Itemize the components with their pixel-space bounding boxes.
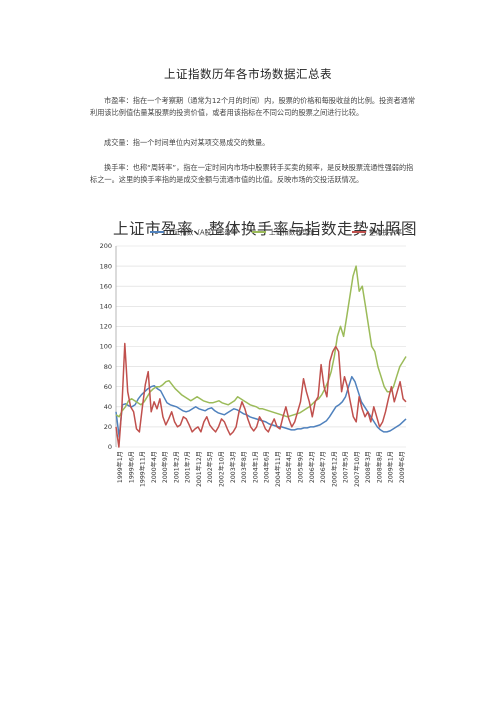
- x-tick-label: 2000年9月: [161, 451, 169, 483]
- y-tick-label: 40: [104, 403, 112, 411]
- y-tick-label: 160: [100, 282, 112, 290]
- legend-label: 上证指数收盘价: [269, 228, 316, 237]
- x-tick-label: 2006年12月: [330, 451, 338, 487]
- y-tick-label: 80: [104, 363, 112, 371]
- x-tick-label: 2002年10月: [218, 451, 226, 487]
- x-tick-label: 2004年1月: [251, 451, 259, 483]
- x-tick-label: 2008年8月: [375, 451, 383, 483]
- paragraph-turnover: 换手率：也称“周转率”，指在一定时间内市场中股票转手买卖的频率，是反映股票流通性…: [90, 163, 414, 185]
- y-axis: 0 20 40 60 80 100 120 140 160 180 200: [100, 242, 117, 451]
- x-tick-label: 2009年1月: [387, 451, 395, 483]
- x-tick-label: 2005年4月: [285, 451, 293, 483]
- chart-series: [115, 265, 407, 448]
- legend-label: 上证指数（A股）市盈率: [167, 228, 238, 237]
- x-tick-label: 2007年10月: [353, 451, 361, 487]
- x-tick-label: 2008年3月: [364, 451, 372, 483]
- y-tick-label: 60: [104, 383, 112, 391]
- chart-legend: 上证指数（A股）市盈率 上证指数收盘价 整体换手率: [150, 228, 402, 237]
- y-tick-label: 200: [100, 242, 112, 250]
- x-tick-label: 1999年1月: [116, 451, 124, 483]
- x-tick-label: 2004年6月: [263, 451, 271, 483]
- chart-title: 上证市盈率、整体换手率与指数走势对照图: [112, 220, 417, 238]
- x-axis: 1999年1月 1999年6月 1999年11月 2000年4月 2000年9月 2001…: [116, 451, 406, 487]
- x-tick-label: 2003年8月: [240, 451, 248, 483]
- x-tick-label: 2006年2月: [308, 451, 316, 483]
- x-tick-label: 1999年6月: [127, 451, 135, 483]
- series-line: [115, 342, 407, 448]
- x-tick-label: 2001年2月: [172, 451, 180, 483]
- y-tick-label: 180: [100, 262, 112, 270]
- paragraph-pe-ratio: 市盈率：指在一个考察期（通常为12个月的时间）内，股票的价格和每股收益的比例。投…: [90, 96, 416, 118]
- document-title: 上证指数历年各市场数据汇总表: [164, 67, 332, 81]
- paragraph-volume: 成交量：指一个时间单位内对某项交易成交的数量。: [104, 138, 270, 147]
- line-chart: 上证指数（A股）市盈率 上证指数收盘价 整体换手率 0 20 40 60 80 100 120 1…: [100, 228, 407, 487]
- x-tick-label: 2007年5月: [342, 451, 350, 483]
- x-tick-label: 2000年4月: [150, 451, 158, 483]
- x-tick-label: 2002年5月: [206, 451, 214, 483]
- y-tick-label: 140: [100, 303, 112, 311]
- x-tick-label: 2009年6月: [398, 451, 406, 483]
- x-tick-label: 1999年11月: [139, 451, 147, 487]
- y-tick-label: 100: [100, 343, 112, 351]
- x-tick-label: 2004年11月: [274, 451, 282, 487]
- x-tick-label: 2003年3月: [229, 451, 237, 483]
- y-tick-label: 0: [108, 443, 112, 451]
- y-tick-label: 20: [104, 423, 112, 431]
- legend-label: 整体换手率: [369, 228, 402, 237]
- y-tick-label: 120: [100, 323, 112, 331]
- x-tick-label: 2001年12月: [195, 451, 203, 487]
- x-tick-label: 2006年7月: [319, 451, 327, 483]
- series-line: [115, 265, 407, 418]
- x-tick-label: 2005年9月: [296, 451, 304, 483]
- chart-grid: [116, 245, 406, 448]
- x-tick-label: 2001年7月: [184, 451, 192, 483]
